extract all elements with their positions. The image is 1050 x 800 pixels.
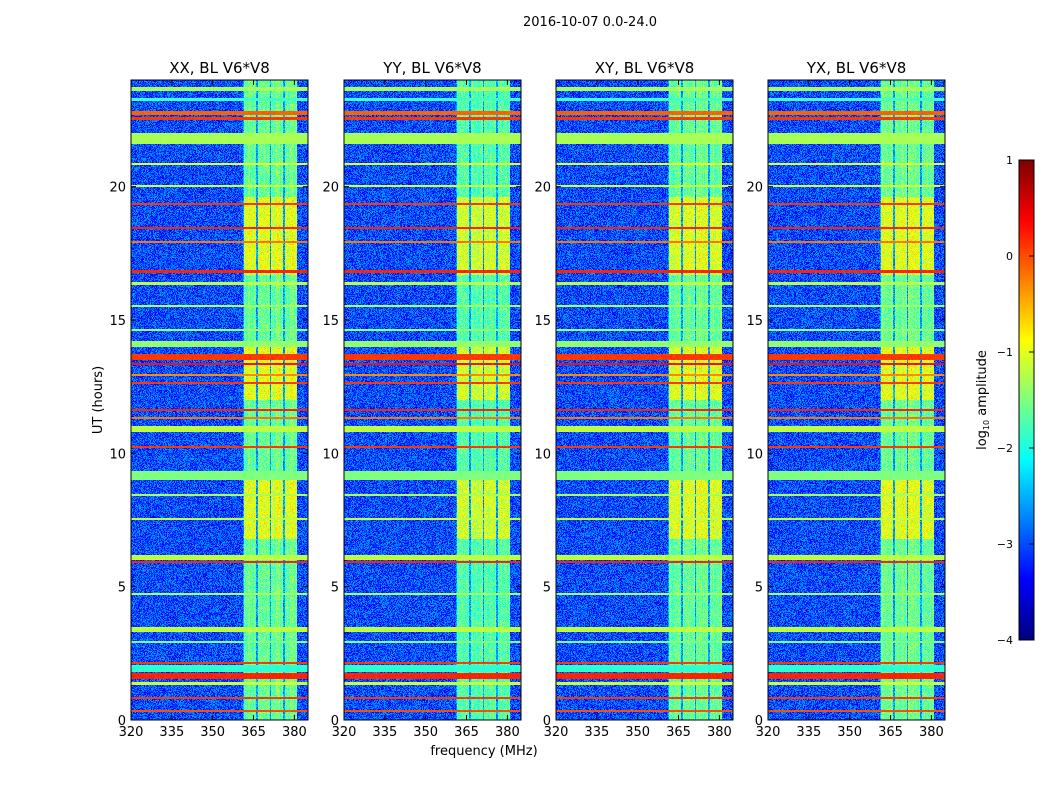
x-axis-label: frequency (MHz) — [430, 744, 537, 759]
x-tick-label: 350 — [200, 725, 225, 740]
y-tick-label: 15 — [109, 314, 126, 329]
colorbar-tick-label: 0 — [1006, 250, 1013, 263]
panel-frame — [555, 79, 734, 721]
panel-title: YY, BL V6*V8 — [382, 59, 481, 77]
x-tick-label: 365 — [241, 725, 266, 740]
y-tick-label: 20 — [534, 181, 551, 196]
y-tick-label: 15 — [322, 314, 339, 329]
x-tick-label: 350 — [625, 725, 650, 740]
y-tick-label: 5 — [331, 581, 339, 596]
x-tick-label: 365 — [666, 725, 691, 740]
y-tick-label: 10 — [746, 447, 763, 462]
x-tick-label: 335 — [159, 725, 184, 740]
panel-frame — [767, 79, 946, 721]
x-tick-label: 320 — [332, 725, 357, 740]
heatmap-panel-xy — [556, 80, 733, 720]
y-tick-label: 10 — [109, 447, 126, 462]
colorbar-tick-label: 1 — [1006, 154, 1013, 167]
x-tick-label: 320 — [544, 725, 569, 740]
y-tick-label: 15 — [746, 314, 763, 329]
y-axis-label: UT (hours) — [91, 366, 106, 434]
colorbar-tick-label: −4 — [997, 634, 1013, 647]
colorbar-tick-label: −3 — [997, 538, 1013, 551]
panel-frame — [343, 79, 522, 721]
y-tick-label: 20 — [322, 181, 339, 196]
heatmap-panel-yy — [344, 80, 521, 720]
y-tick-label: 0 — [543, 714, 551, 729]
y-tick-label: 20 — [109, 181, 126, 196]
panel-title: XX, BL V6*V8 — [169, 59, 270, 77]
y-tick-label: 20 — [746, 181, 763, 196]
colorbar-frame — [1018, 159, 1035, 641]
y-tick-label: 15 — [534, 314, 551, 329]
y-tick-label: 10 — [534, 447, 551, 462]
heatmap-panel-yx — [768, 80, 945, 720]
y-tick-label: 5 — [118, 581, 126, 596]
x-tick-label: 380 — [495, 725, 520, 740]
y-tick-label: 10 — [322, 447, 339, 462]
x-tick-label: 380 — [282, 725, 307, 740]
x-tick-label: 335 — [584, 725, 609, 740]
x-tick-label: 365 — [878, 725, 903, 740]
y-tick-label: 5 — [543, 581, 551, 596]
colorbar-tick-label: −1 — [997, 346, 1013, 359]
panel-frame — [130, 79, 309, 721]
panel-title: XY, BL V6*V8 — [595, 59, 695, 77]
y-tick-label: 0 — [755, 714, 763, 729]
colorbar-gradient — [1019, 160, 1034, 640]
figure-suptitle: 2016-10-07 0.0-24.0 — [523, 15, 657, 30]
heatmap-panel-xx — [131, 80, 308, 720]
x-tick-label: 380 — [707, 725, 732, 740]
x-tick-label: 320 — [756, 725, 781, 740]
x-tick-label: 350 — [837, 725, 862, 740]
y-tick-label: 0 — [118, 714, 126, 729]
x-tick-label: 380 — [919, 725, 944, 740]
x-tick-label: 320 — [119, 725, 144, 740]
colorbar-label: log10 amplitude — [975, 350, 991, 450]
y-tick-label: 5 — [755, 581, 763, 596]
y-tick-label: 0 — [331, 714, 339, 729]
x-tick-label: 335 — [796, 725, 821, 740]
colorbar-tick-label: −2 — [997, 442, 1013, 455]
x-tick-label: 350 — [413, 725, 438, 740]
x-tick-label: 335 — [372, 725, 397, 740]
panel-title: YX, BL V6*V8 — [806, 59, 907, 77]
x-tick-label: 365 — [454, 725, 479, 740]
